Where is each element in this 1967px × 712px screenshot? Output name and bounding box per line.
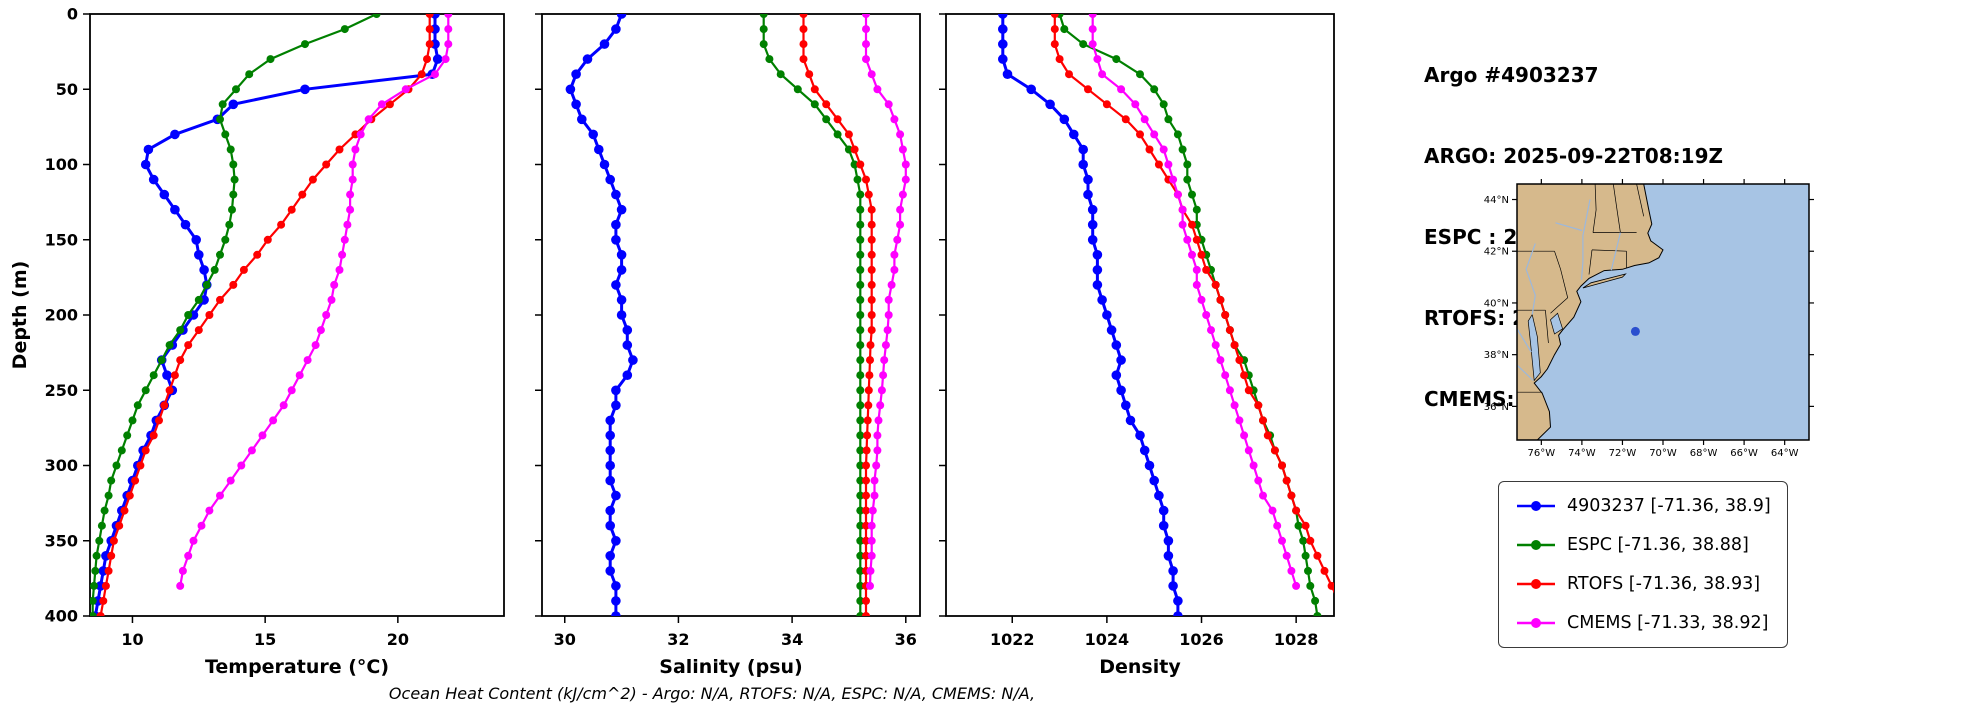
- map-canvas: [1517, 184, 1809, 440]
- series-markers-rtofs-salinity: [799, 14, 876, 616]
- x-tick-label: 1024: [1085, 630, 1130, 649]
- map-river: [1525, 243, 1536, 315]
- map-lon-tick-label: 64°W: [1771, 448, 1799, 459]
- legend-label-cmems: CMEMS [-71.33, 38.92]: [1567, 613, 1769, 633]
- map-state-border: [1550, 251, 1569, 314]
- legend-swatch-argo: [1517, 501, 1555, 511]
- series-markers-rtofs-temperature: [96, 14, 434, 616]
- map-river: [1517, 364, 1534, 381]
- y-tick-label: 50: [56, 80, 78, 99]
- map-lat-tick-label: 36°N: [1484, 402, 1509, 413]
- map-river: [1517, 328, 1532, 353]
- x-axis-label-temperature: Temperature (°C): [205, 656, 389, 678]
- map-delaware-bay: [1550, 312, 1564, 335]
- profile-plots: 10 15 20050100150200250300350400Temperatur…: [9, 5, 1335, 678]
- legend-label-espc: ESPC [-71.36, 38.88]: [1567, 535, 1749, 555]
- series-markers-cmems-temperature: [176, 14, 453, 590]
- map-coastline: [1533, 184, 1664, 440]
- map-lat-tick-label: 44°N: [1484, 195, 1509, 206]
- map-river: [1610, 232, 1621, 271]
- y-tick-label: 150: [45, 230, 78, 249]
- x-tick-label: 34: [781, 630, 803, 649]
- y-axis-label: Depth (m): [9, 261, 31, 370]
- map-chesapeake-bay: [1527, 313, 1541, 382]
- legend-swatch-espc: [1517, 540, 1555, 550]
- map-long-island: [1582, 273, 1627, 289]
- panel-temperature: 10 15 20050100150200250300350400Temperatur…: [45, 5, 505, 678]
- figure-title: Argo #4903237: [1424, 63, 1599, 87]
- y-tick-label: 100: [45, 155, 78, 174]
- panel-frame-density: [945, 13, 1335, 617]
- x-tick-label: 36: [895, 630, 917, 649]
- map-ocean: [1534, 184, 1809, 440]
- series-layer-temperature: [90, 14, 453, 616]
- x-axis-label-density: Density: [1099, 656, 1181, 678]
- map-lon-tick-label: 76°W: [1528, 448, 1556, 459]
- y-tick-label: 250: [45, 381, 78, 400]
- map-state-border: [1588, 249, 1593, 275]
- map-lon-tick-label: 70°W: [1649, 448, 1677, 459]
- series-markers-cmems-density: [1088, 14, 1301, 590]
- map-state-border: [1592, 184, 1597, 233]
- x-tick-label: 20: [387, 630, 409, 649]
- panel-density: 1022 1024 1026 1028 Density: [939, 13, 1335, 678]
- map-river: [1555, 222, 1583, 232]
- series-markers-argo-density: [998, 14, 1183, 616]
- map-lon-tick-label: 74°W: [1568, 448, 1596, 459]
- y-tick-label: 200: [45, 306, 78, 325]
- legend-swatch-rtofs: [1517, 579, 1555, 589]
- y-tick-label: 350: [45, 531, 78, 550]
- series-layer-salinity: [565, 14, 910, 616]
- legend: 4903237 [-71.36, 38.9] ESPC [-71.36, 38.…: [1498, 481, 1788, 648]
- series-markers-cmems-salinity: [862, 14, 910, 590]
- map-lat-tick-label: 38°N: [1484, 350, 1509, 361]
- series-layer-density: [998, 14, 1334, 616]
- map-state-border: [1612, 184, 1621, 233]
- map-state-border: [1545, 310, 1549, 344]
- location-map: 44°N 42°N 40°N 38°N 36°N 76°W 74°W 72°W 70°W 68°W…: [1484, 179, 1814, 459]
- legend-entry-rtofs: RTOFS [-71.36, 38.93]: [1515, 572, 1771, 596]
- legend-label-argo: 4903237 [-71.36, 38.9]: [1567, 496, 1771, 516]
- panel-salinity: 30 32 34 36 Salinity (psu): [535, 13, 921, 678]
- series-markers-espc-salinity: [759, 14, 865, 616]
- series-markers-espc-temperature: [90, 14, 381, 616]
- x-tick-label: 1026: [1179, 630, 1224, 649]
- map-lat-tick-label: 40°N: [1484, 298, 1509, 309]
- series-markers-rtofs-density: [1050, 14, 1334, 590]
- legend-entry-espc: ESPC [-71.36, 38.88]: [1515, 533, 1771, 557]
- timestamp-argo: ARGO: 2025-09-22T08:19Z: [1424, 144, 1723, 168]
- map-state-border: [1591, 249, 1627, 252]
- map-state-border: [1636, 184, 1645, 217]
- map-lon-tick-label: 72°W: [1609, 448, 1637, 459]
- x-tick-label: 30: [554, 630, 576, 649]
- panel-frame-temperature: [89, 13, 505, 617]
- legend-entry-cmems: CMEMS [-71.33, 38.92]: [1515, 611, 1771, 635]
- legend-label-rtofs: RTOFS [-71.36, 38.93]: [1567, 574, 1761, 594]
- map-lat-tick-label: 42°N: [1484, 247, 1509, 258]
- legend-entry-argo: 4903237 [-71.36, 38.9]: [1515, 494, 1771, 518]
- series-markers-argo-salinity: [565, 14, 638, 616]
- x-tick-label: 32: [667, 630, 689, 649]
- map-lon-tick-label: 68°W: [1690, 448, 1718, 459]
- x-tick-label: 10: [121, 630, 143, 649]
- y-tick-label: 300: [45, 456, 78, 475]
- x-axis-label-salinity: Salinity (psu): [659, 656, 802, 678]
- float-location-marker: [1630, 326, 1640, 336]
- x-tick-label: 1022: [990, 630, 1035, 649]
- legend-swatch-cmems: [1517, 618, 1555, 628]
- y-tick-label: 400: [45, 607, 78, 626]
- map-lon-tick-label: 66°W: [1730, 448, 1758, 459]
- ohc-caption: Ocean Heat Content (kJ/cm^2) - Argo: N/A…: [388, 684, 1036, 703]
- map-river: [1580, 199, 1591, 280]
- x-tick-label: 15: [254, 630, 276, 649]
- x-tick-label: 1028: [1274, 630, 1319, 649]
- y-tick-label: 0: [67, 5, 78, 24]
